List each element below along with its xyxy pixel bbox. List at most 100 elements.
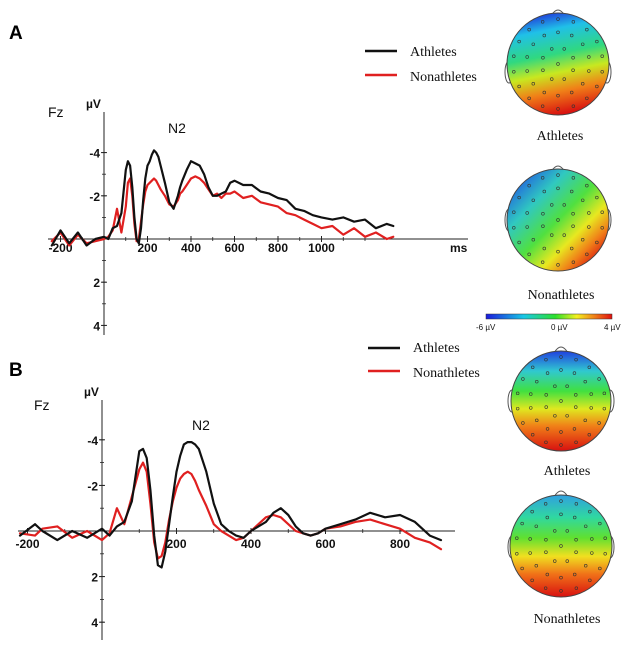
- electrode-dot: [585, 252, 589, 257]
- electrode-dot: [584, 564, 588, 568]
- channel-label-a: Fz: [48, 104, 64, 120]
- electrode-dot: [597, 421, 601, 425]
- electrode-dot: [544, 440, 548, 445]
- electrode-dot: [541, 212, 545, 216]
- electrode-dot: [534, 524, 538, 528]
- electrode-dot: [521, 421, 525, 425]
- electrode-dot: [597, 377, 601, 381]
- electrode-dot: [562, 203, 566, 207]
- electrode-dot: [525, 225, 529, 229]
- electrode-dot: [530, 578, 534, 583]
- legend-label-nonathletes-a: Nonathletes: [410, 70, 477, 85]
- topomap-athletes-a: [504, 9, 612, 116]
- electrode-dot: [550, 203, 554, 207]
- electrode-dot: [570, 90, 574, 95]
- electrode-dot: [585, 96, 589, 101]
- electrode-dot: [581, 198, 585, 202]
- electrode-dot: [541, 224, 545, 228]
- electrode-dot: [585, 183, 589, 188]
- electrode-dot: [603, 552, 607, 556]
- electrode-dot: [559, 575, 563, 580]
- electrode-dot: [540, 260, 545, 264]
- electrode-dot: [574, 440, 578, 445]
- y-tick-label-a-2: 2: [93, 276, 100, 290]
- electrode-dot: [572, 427, 577, 431]
- topomap-nonathletes-a: [504, 165, 612, 272]
- electrode-dot: [572, 371, 577, 375]
- electrode-dot: [570, 33, 574, 38]
- n2-annotation-b: N2: [192, 417, 210, 433]
- electrode-dot: [544, 357, 548, 362]
- electrode-dot: [531, 433, 535, 437]
- electrode-dot: [531, 238, 535, 242]
- electrode-dot: [520, 521, 524, 526]
- electrode-dot: [559, 589, 563, 593]
- y-tick-label-a-3: 4: [93, 319, 100, 333]
- electrode-dot: [556, 17, 560, 21]
- electrode-dot: [512, 54, 516, 58]
- axes-a: [48, 112, 468, 335]
- electrode-dot: [527, 183, 531, 188]
- electrode-dot: [544, 538, 548, 542]
- electrode-dot: [571, 20, 576, 24]
- electrode-dot: [515, 391, 520, 396]
- electrode-dot: [585, 27, 589, 32]
- electrode-dot: [517, 84, 521, 89]
- electrode-dot: [571, 176, 576, 180]
- electrode-dot: [562, 47, 566, 51]
- electrode-dot: [574, 538, 578, 542]
- electrode-dot: [559, 399, 563, 403]
- electrode-dot: [553, 384, 557, 388]
- electrode-dot: [531, 42, 535, 46]
- x-tick-label-a-4: 800: [268, 241, 288, 255]
- electrode-dot: [525, 55, 529, 59]
- colorbar-mid-label: 0 µV: [551, 323, 568, 332]
- electrode-dot: [559, 512, 563, 517]
- electrode-dot: [598, 566, 602, 571]
- x-tick-label-a-0: -200: [48, 241, 72, 255]
- plot-lines-a: [50, 149, 395, 247]
- electrode-dot: [517, 39, 521, 44]
- topomap-label-nonathletes-a: Nonathletes: [528, 288, 595, 303]
- electrode-dot: [570, 189, 574, 194]
- electrode-dot: [587, 69, 591, 73]
- y-unit-label-a: µV: [86, 97, 101, 111]
- electrode-dot: [571, 260, 576, 264]
- x-tick-label-b-4: 800: [390, 537, 410, 551]
- electrode-dot: [540, 104, 545, 108]
- electrode-dot: [556, 93, 560, 98]
- electrode-dot: [512, 226, 516, 230]
- electrode-dot: [588, 578, 592, 583]
- electrode-dot: [595, 240, 599, 245]
- electrode-dot: [574, 550, 578, 554]
- y-tick-label-b-2: 2: [91, 571, 98, 585]
- legend-label-athletes-b: Athletes: [413, 341, 460, 356]
- electrode-dot: [559, 355, 563, 359]
- x-tick-label-a-1: 200: [137, 241, 157, 255]
- electrode-dot: [574, 357, 578, 362]
- x-unit-label-a: ms: [450, 241, 468, 255]
- tick-group-a: -200 200 400 600 800 1000 -4 -2 2 4: [48, 147, 366, 333]
- n2-annotation-a: N2: [168, 120, 186, 136]
- electrode-dot: [541, 56, 545, 60]
- legend-b: Athletes Nonathletes: [368, 341, 480, 381]
- electrode-dot: [559, 499, 563, 503]
- electrode-dot: [512, 210, 516, 214]
- electrode-dot: [527, 96, 531, 101]
- series-line-athletes-b: [18, 441, 443, 569]
- electrode-dot: [542, 90, 546, 95]
- electrode-dot: [545, 515, 549, 520]
- series-line-nonathletes-b: [18, 461, 443, 560]
- panel-label-a: A: [9, 23, 23, 44]
- electrode-dot: [571, 224, 575, 228]
- electrode-dot: [553, 414, 557, 418]
- electrode-dot: [574, 586, 579, 590]
- electrode-dot: [543, 502, 548, 506]
- electrode-dot: [556, 218, 560, 222]
- electrode-dot: [540, 20, 545, 24]
- electrode-dot: [545, 371, 550, 375]
- electrode-dot: [531, 365, 535, 369]
- topomap-label-nonathletes-b: Nonathletes: [534, 612, 601, 627]
- electrode-dot: [565, 559, 569, 563]
- electrode-dot: [571, 56, 575, 60]
